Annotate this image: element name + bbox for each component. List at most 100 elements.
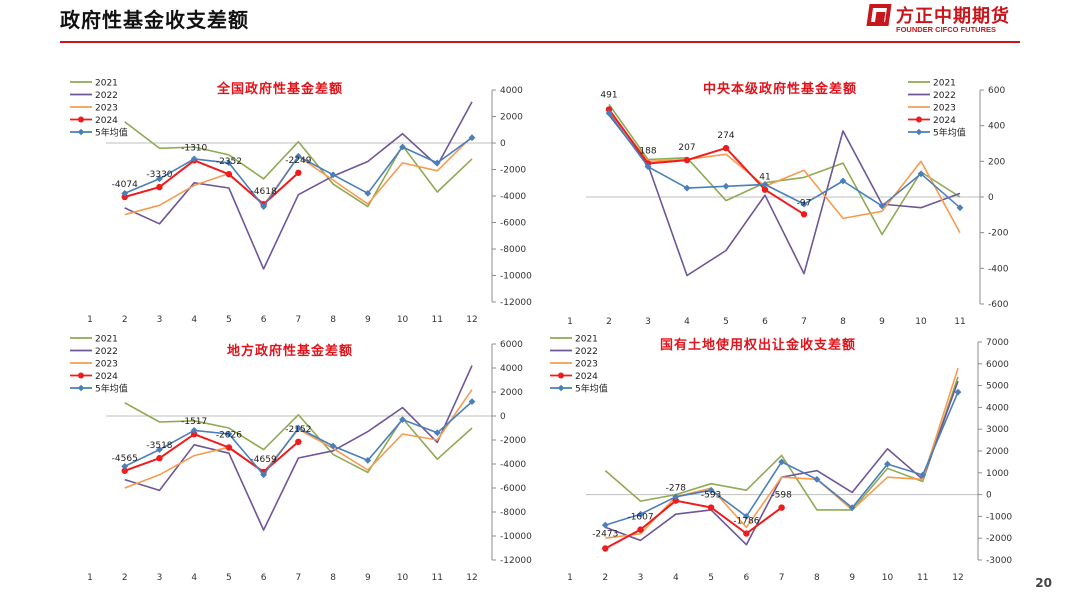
point-marker-avg <box>878 202 886 210</box>
point-marker-avg <box>954 388 962 396</box>
y-tick-label: 5000 <box>986 382 1009 392</box>
y-tick-label: -200 <box>988 229 1009 239</box>
series-line-2022 <box>124 101 473 270</box>
series-line-2024 <box>608 108 805 216</box>
data-label-2024: -2626 <box>216 431 242 441</box>
x-tick-label: 10 <box>915 317 927 327</box>
header-divider <box>60 41 1020 43</box>
y-tick-label: -6000 <box>500 484 526 494</box>
legend-label-2024: 2024 <box>95 116 118 126</box>
x-tick-label: 6 <box>261 315 267 325</box>
data-label-2024: -278 <box>666 484 687 494</box>
point-marker-avg <box>800 200 808 208</box>
series-line-2022 <box>608 114 961 277</box>
x-tick-label: 2 <box>606 317 612 327</box>
point-marker-avg <box>294 152 302 160</box>
point-marker-avg <box>644 163 652 171</box>
legend-label-avg: 5年均值 <box>933 127 966 139</box>
chart-central-fund-balance: 600 400 200 0 -200 -400 -600 1 2 3 4 5 6 7 8 9 10 11 中央本级政… <box>567 79 1009 328</box>
series-line-2021 <box>608 103 961 236</box>
data-label-2024: -1607 <box>627 513 653 523</box>
point-marker-2024 <box>190 431 198 438</box>
x-tick-label: 10 <box>397 573 409 583</box>
x-tick-label: 10 <box>882 573 894 583</box>
legend-marker-2024 <box>916 116 922 123</box>
x-tick-label: 5 <box>708 573 714 583</box>
point-marker-avg <box>919 471 927 479</box>
page-title: 政府性基金收支差额 <box>60 8 249 32</box>
point-marker-avg <box>778 458 786 466</box>
company-logo: 方正中期期货 FOUNDER CIFCO FUTURES <box>866 2 1016 38</box>
x-tick-label: 3 <box>638 573 644 583</box>
y-tick-label: 200 <box>988 157 1005 167</box>
data-label-2024: -4659 <box>251 455 277 465</box>
x-tick-label: 6 <box>743 573 749 583</box>
legend-marker-2024 <box>78 372 84 379</box>
legend-label-2022: 2022 <box>933 91 956 101</box>
point-marker-2024 <box>602 545 609 552</box>
y-tick-label: 0 <box>500 139 506 149</box>
y-tick-label: -12000 <box>500 556 532 566</box>
legend-label-2023: 2023 <box>95 360 118 370</box>
point-marker-avg <box>260 203 268 210</box>
legend-label-2022: 2022 <box>95 91 118 101</box>
series-line-2022 <box>124 365 473 531</box>
point-marker-avg <box>190 427 198 434</box>
series-line-2021 <box>124 402 473 474</box>
x-tick-label: 8 <box>330 315 336 325</box>
point-marker-avg <box>121 189 129 197</box>
x-tick-label: 1 <box>567 317 573 327</box>
legend-label-2022: 2022 <box>95 347 118 357</box>
x-tick-label: 9 <box>879 317 885 327</box>
y-tick-label: 6000 <box>986 360 1009 370</box>
x-tick-label: 1 <box>87 315 93 325</box>
x-tick-label: 9 <box>365 573 371 583</box>
x-tick-label: 3 <box>157 573 163 583</box>
y-tick-label: -4000 <box>500 460 526 470</box>
point-marker-2024 <box>707 504 715 511</box>
point-marker-avg <box>468 134 476 142</box>
y-tick-label: -4000 <box>500 192 526 202</box>
x-tick-label: 12 <box>952 573 963 583</box>
x-tick-label: 6 <box>762 317 768 327</box>
point-marker-avg <box>956 204 964 212</box>
point-marker-2024 <box>225 444 233 451</box>
legend-marker-2024 <box>78 116 84 123</box>
legend-label-2023: 2023 <box>933 104 956 114</box>
chart-title: 国有土地使用权出让金收支差额 <box>660 337 856 353</box>
legend-label-2022: 2022 <box>575 347 598 357</box>
point-marker-avg <box>433 429 441 437</box>
point-marker-avg <box>637 510 644 518</box>
y-tick-label: 2000 <box>500 113 523 123</box>
y-tick-label: 2000 <box>500 388 523 398</box>
point-marker-avg <box>156 175 163 183</box>
page-number: 20 <box>1035 576 1052 590</box>
legend-label-2023: 2023 <box>575 360 598 370</box>
data-label-2024: -1786 <box>733 517 759 527</box>
point-marker-avg <box>121 463 129 470</box>
data-label-2024: -3330 <box>146 170 172 180</box>
y-tick-label: -3000 <box>986 556 1012 566</box>
y-tick-label: -1000 <box>986 512 1012 522</box>
point-marker-2024 <box>683 156 691 164</box>
x-tick-label: 12 <box>466 573 477 583</box>
data-label-2024: -2152 <box>285 425 311 435</box>
data-label-2024: -4565 <box>112 454 138 464</box>
y-tick-label: -8000 <box>500 508 526 518</box>
point-marker-avg <box>605 109 613 117</box>
x-tick-label: 7 <box>295 315 301 325</box>
x-tick-label: 4 <box>191 573 197 583</box>
legend-label-2024: 2024 <box>933 116 956 126</box>
chart-title: 中央本级政府性基金差额 <box>703 81 857 97</box>
logo-text-en: FOUNDER CIFCO FUTURES <box>896 25 996 34</box>
point-marker-2024 <box>761 186 769 193</box>
x-tick-label: 4 <box>684 317 690 327</box>
data-label-2024: -97 <box>797 198 812 208</box>
x-tick-label: 3 <box>645 317 651 327</box>
y-tick-label: -10000 <box>500 532 532 542</box>
x-tick-label: 5 <box>226 573 232 583</box>
point-marker-avg <box>468 398 476 405</box>
point-marker-avg <box>707 486 715 494</box>
point-marker-avg <box>225 159 233 167</box>
x-tick-label: 8 <box>840 317 846 327</box>
